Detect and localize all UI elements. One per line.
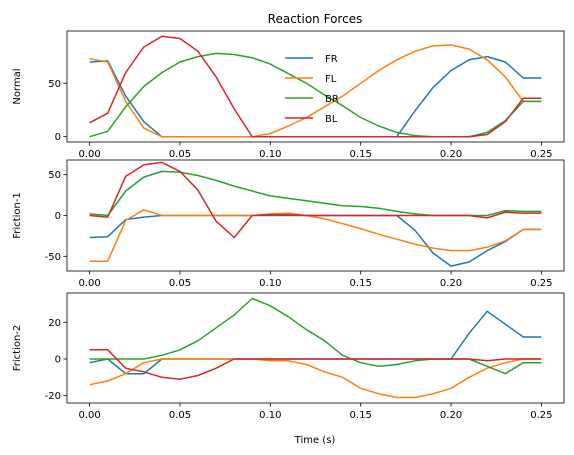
x-tick-label: 0.25: [530, 278, 552, 289]
x-tick-label: 0.00: [78, 149, 100, 160]
x-tick-label: 0.25: [530, 149, 552, 160]
y-tick-label: 50: [48, 79, 61, 90]
series-line-fr: [89, 55, 542, 138]
series-line-fl: [89, 209, 542, 262]
series-line-br: [89, 52, 542, 138]
x-tick-label: 0.15: [350, 410, 372, 421]
x-tick-label: 0.25: [530, 410, 552, 421]
x-tick-label: 0.05: [169, 410, 191, 421]
y-tick-label: -50: [45, 252, 61, 263]
legend-label-br: BR: [325, 94, 339, 105]
x-tick-label: 0.10: [259, 278, 281, 289]
y-tick-label: 0: [55, 355, 61, 366]
legend-label-fr: FR: [325, 54, 338, 65]
y-tick-label: 0: [55, 211, 61, 222]
x-tick-label: 0.10: [259, 149, 281, 160]
x-tick-label: 0.15: [350, 149, 372, 160]
y-tick-label: 20: [48, 318, 61, 329]
y-axis-label: Friction-2: [12, 325, 23, 372]
x-tick-label: 0.20: [440, 410, 462, 421]
legend-label-bl: BL: [325, 114, 338, 125]
series-line-fr: [89, 310, 542, 375]
x-tick-label: 0.00: [78, 278, 100, 289]
x-tick-label: 0.10: [259, 410, 281, 421]
series-line-fr: [89, 214, 542, 267]
x-tick-label: 0.20: [440, 149, 462, 160]
y-tick-label: 0: [55, 132, 61, 143]
legend-label-fl: FL: [325, 74, 337, 85]
x-axis-label: Time (s): [294, 435, 336, 446]
x-tick-label: 0.15: [350, 278, 372, 289]
axes-frame: [66, 292, 565, 404]
series-line-bl: [89, 161, 542, 239]
subplot-friction-1: 0.00 0.05 0.10 0.15 0.20 0.25 -50 0 50 Friction-1: [12, 159, 565, 289]
x-tick-label: 0.20: [440, 278, 462, 289]
series-line-fl: [89, 44, 542, 138]
series-line-bl: [89, 35, 542, 138]
legend: FR FL BR BL: [285, 54, 339, 125]
y-axis-label: Normal: [12, 68, 23, 104]
y-tick-label: -20: [45, 391, 61, 402]
series-line-bl: [89, 349, 542, 380]
x-tick-label: 0.05: [169, 149, 191, 160]
subplot-normal: 0.00 0.05 0.10 0.15 0.20 0.25 0 50 Normal: [12, 30, 565, 160]
series-line-br: [89, 170, 542, 217]
y-tick-label: 50: [48, 170, 61, 181]
axes-frame: [66, 30, 565, 143]
x-tick-label: 0.00: [78, 410, 100, 421]
chart-title: Reaction Forces: [268, 12, 363, 26]
y-axis-label: Friction-1: [12, 192, 23, 239]
x-tick-label: 0.05: [169, 278, 191, 289]
subplot-friction-2: 0.00 0.05 0.10 0.15 0.20 0.25 -20 0 20 Friction-2: [12, 292, 565, 421]
series-line-fl: [89, 358, 542, 399]
